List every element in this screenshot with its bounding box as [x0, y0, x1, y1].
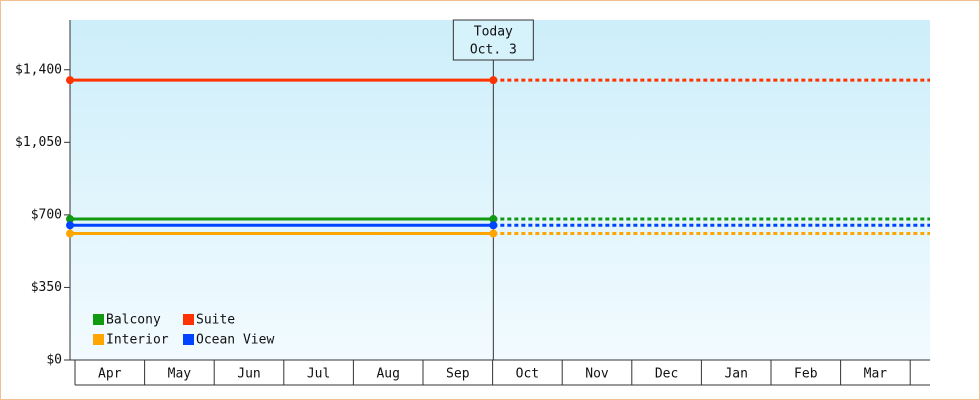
- x-tick-label: May: [168, 367, 192, 382]
- legend-swatch: [183, 334, 194, 345]
- legend-label: Suite: [196, 313, 235, 328]
- point: [66, 221, 74, 230]
- y-tick-label: $0: [46, 353, 62, 368]
- legend-swatch: [93, 334, 104, 345]
- point: [66, 215, 74, 224]
- x-tick-label: Aug: [376, 367, 399, 382]
- legend-swatch: [183, 314, 194, 325]
- x-tick-label: Jul: [307, 367, 330, 382]
- legend-label: Balcony: [106, 313, 161, 328]
- point: [66, 229, 74, 238]
- y-tick-label: $1,400: [15, 62, 62, 77]
- y-tick-label: $350: [31, 280, 62, 295]
- x-tick-label: Dec: [655, 367, 678, 382]
- legend-swatch: [93, 314, 104, 325]
- point: [489, 221, 498, 230]
- legend-label: Ocean View: [196, 333, 274, 348]
- x-tick-label: Apr: [98, 367, 122, 382]
- y-tick-label: $700: [31, 207, 62, 222]
- legend-label: Interior: [106, 333, 169, 348]
- plot-area: [70, 20, 930, 360]
- x-tick-label: Nov: [585, 367, 609, 382]
- point: [489, 215, 498, 224]
- x-tick-label: Sep: [446, 367, 470, 382]
- x-tick-label: Oct: [516, 367, 539, 382]
- today-title: Today: [474, 25, 513, 40]
- x-tick-label: Feb: [794, 367, 818, 382]
- x-tick-label: Mar: [864, 367, 888, 382]
- x-tick-label: Jan: [724, 367, 747, 382]
- point: [66, 76, 74, 85]
- today-date: Oct. 3: [470, 43, 517, 58]
- today-box: [452, 19, 534, 61]
- point: [489, 76, 498, 85]
- x-tick-label: Jun: [237, 367, 260, 382]
- point: [489, 229, 498, 238]
- y-tick-label: $1,050: [15, 135, 62, 150]
